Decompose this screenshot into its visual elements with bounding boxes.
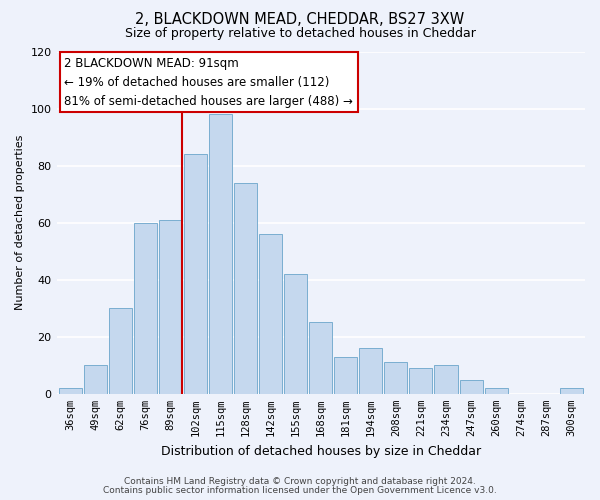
Bar <box>385 362 407 394</box>
Bar <box>359 348 382 394</box>
Bar <box>109 308 132 394</box>
Bar <box>234 182 257 394</box>
Bar <box>409 368 433 394</box>
Text: Size of property relative to detached houses in Cheddar: Size of property relative to detached ho… <box>125 28 475 40</box>
Y-axis label: Number of detached properties: Number of detached properties <box>15 135 25 310</box>
Bar <box>560 388 583 394</box>
Bar <box>209 114 232 394</box>
Bar <box>134 222 157 394</box>
Bar <box>284 274 307 394</box>
Bar <box>334 356 358 394</box>
Bar <box>59 388 82 394</box>
Text: 2, BLACKDOWN MEAD, CHEDDAR, BS27 3XW: 2, BLACKDOWN MEAD, CHEDDAR, BS27 3XW <box>136 12 464 28</box>
Bar <box>309 322 332 394</box>
Text: 2 BLACKDOWN MEAD: 91sqm
← 19% of detached houses are smaller (112)
81% of semi-d: 2 BLACKDOWN MEAD: 91sqm ← 19% of detache… <box>64 56 353 108</box>
Bar <box>259 234 282 394</box>
Bar <box>184 154 207 394</box>
Bar <box>84 366 107 394</box>
Text: Contains HM Land Registry data © Crown copyright and database right 2024.: Contains HM Land Registry data © Crown c… <box>124 477 476 486</box>
Text: Contains public sector information licensed under the Open Government Licence v3: Contains public sector information licen… <box>103 486 497 495</box>
X-axis label: Distribution of detached houses by size in Cheddar: Distribution of detached houses by size … <box>161 444 481 458</box>
Bar <box>460 380 482 394</box>
Bar <box>159 220 182 394</box>
Bar <box>485 388 508 394</box>
Bar <box>434 366 458 394</box>
